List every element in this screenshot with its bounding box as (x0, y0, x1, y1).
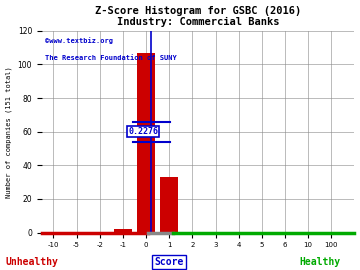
Text: 0.2276: 0.2276 (128, 127, 158, 136)
Title: Z-Score Histogram for GSBC (2016)
Industry: Commercial Banks: Z-Score Histogram for GSBC (2016) Indust… (95, 6, 301, 27)
Text: The Research Foundation of SUNY: The Research Foundation of SUNY (45, 55, 177, 61)
Bar (114, 229, 132, 232)
Y-axis label: Number of companies (151 total): Number of companies (151 total) (5, 66, 12, 198)
Text: ©www.textbiz.org: ©www.textbiz.org (45, 37, 113, 44)
Text: Healthy: Healthy (300, 257, 341, 267)
Text: Unhealthy: Unhealthy (6, 257, 59, 267)
Bar (160, 177, 179, 232)
Bar (137, 53, 155, 232)
Text: Score: Score (154, 257, 184, 267)
